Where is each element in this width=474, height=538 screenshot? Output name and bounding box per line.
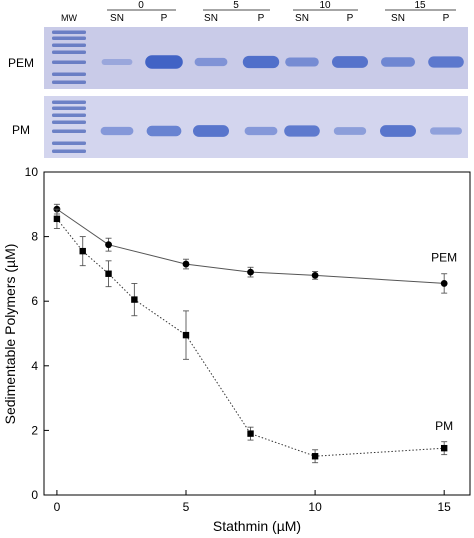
x-tick-label: 0 — [54, 500, 61, 514]
ladder-band — [52, 100, 86, 104]
gel-band — [430, 127, 462, 135]
y-tick-label: 4 — [31, 359, 38, 373]
x-tick-label: 5 — [183, 500, 190, 514]
ladder-band — [52, 36, 86, 40]
y-axis-label: Sedimentable Polymers (µM) — [2, 244, 18, 425]
data-point-pm — [440, 444, 448, 452]
lane-group-5: 5 SN P — [203, 0, 270, 24]
gel-images — [44, 27, 468, 158]
data-point-pem — [247, 268, 254, 276]
ladder-band — [52, 149, 86, 153]
lane-group-15: 15 SN P — [385, 0, 456, 24]
y-tick-label: 6 — [31, 294, 38, 308]
mw-label: MW — [61, 13, 77, 23]
gel-band — [332, 56, 368, 68]
gel-band — [244, 126, 278, 136]
data-point-pm — [182, 331, 190, 339]
data-point-pem — [311, 271, 319, 279]
gel-band — [193, 125, 229, 137]
series-line-pem — [56, 208, 445, 284]
lane-group-conc: 10 — [319, 0, 331, 11]
y-tick-label: 0 — [31, 488, 38, 502]
y-tick-label: 10 — [25, 165, 39, 179]
gel-band — [428, 56, 464, 68]
lane-p-label: P — [443, 13, 450, 24]
y-tick-label: 2 — [31, 423, 38, 437]
ladder-band — [52, 50, 86, 54]
gel-band — [285, 57, 319, 67]
lane-group-10: 10 SN P — [293, 0, 358, 24]
lane-sn-label: SN — [204, 13, 218, 24]
lane-group-conc: 5 — [233, 0, 239, 11]
lane-p-label: P — [161, 13, 168, 24]
lane-sn-label: SN — [295, 13, 309, 24]
lane-sn-label: SN — [110, 13, 124, 24]
data-point-pem — [182, 260, 190, 268]
lane-p-label: P — [258, 13, 265, 24]
gel-band — [333, 127, 367, 135]
sedimentation-chart: 0 5 10 15 0 2 4 6 8 10 PEM PM Stathmin (µM) Sedimen… — [2, 165, 471, 534]
plot-frame — [43, 171, 471, 496]
ladder-band — [52, 43, 86, 47]
ladder-band — [52, 129, 86, 133]
lane-header: MW 0 SN P 5 SN P 10 SN P 15 SN P — [61, 0, 456, 24]
gel-band — [284, 125, 320, 137]
data-point-pm — [79, 247, 86, 255]
gel-band — [100, 126, 134, 136]
x-axis-label: Stathmin (µM) — [213, 518, 301, 534]
gel-band — [242, 55, 280, 69]
ladder-band — [52, 72, 86, 76]
ladder-band — [52, 120, 86, 124]
lane-group-0: 0 SN P — [107, 0, 176, 24]
ladder-band — [52, 80, 86, 84]
gel-band — [380, 125, 416, 137]
data-point-pm — [247, 430, 254, 437]
lane-sn-label: SN — [391, 13, 405, 24]
data-point-pm — [105, 270, 112, 277]
ladder-band — [52, 106, 86, 110]
gel-band — [146, 125, 182, 137]
lane-group-conc: 15 — [414, 0, 426, 11]
ladder-band — [52, 141, 86, 145]
ladder-band — [52, 113, 86, 117]
chart-marks: 0 5 10 15 0 2 4 6 8 10 PEM PM — [25, 165, 458, 514]
gel-band — [145, 55, 183, 69]
lane-group-conc: 0 — [138, 0, 144, 11]
series-label-pem: PEM — [431, 250, 457, 264]
lane-p-label: P — [347, 13, 354, 24]
data-point-pm — [53, 215, 61, 223]
ladder-band — [52, 60, 86, 64]
ladder-band — [52, 30, 86, 34]
data-point-pm — [131, 296, 138, 303]
gel-label-pem: PEM — [8, 56, 34, 70]
series-line-pm — [56, 218, 445, 457]
x-tick-label: 15 — [438, 500, 452, 514]
data-point-pm — [311, 453, 319, 460]
gel-band — [381, 57, 415, 67]
gel-label-pm: PM — [12, 123, 30, 137]
gel-band — [101, 59, 133, 65]
series-label-pm: PM — [435, 419, 453, 433]
x-tick-label: 10 — [308, 500, 322, 514]
data-point-pem — [105, 241, 112, 249]
y-tick-label: 8 — [31, 230, 38, 244]
data-point-pem — [440, 280, 448, 287]
gel-band — [194, 57, 228, 67]
